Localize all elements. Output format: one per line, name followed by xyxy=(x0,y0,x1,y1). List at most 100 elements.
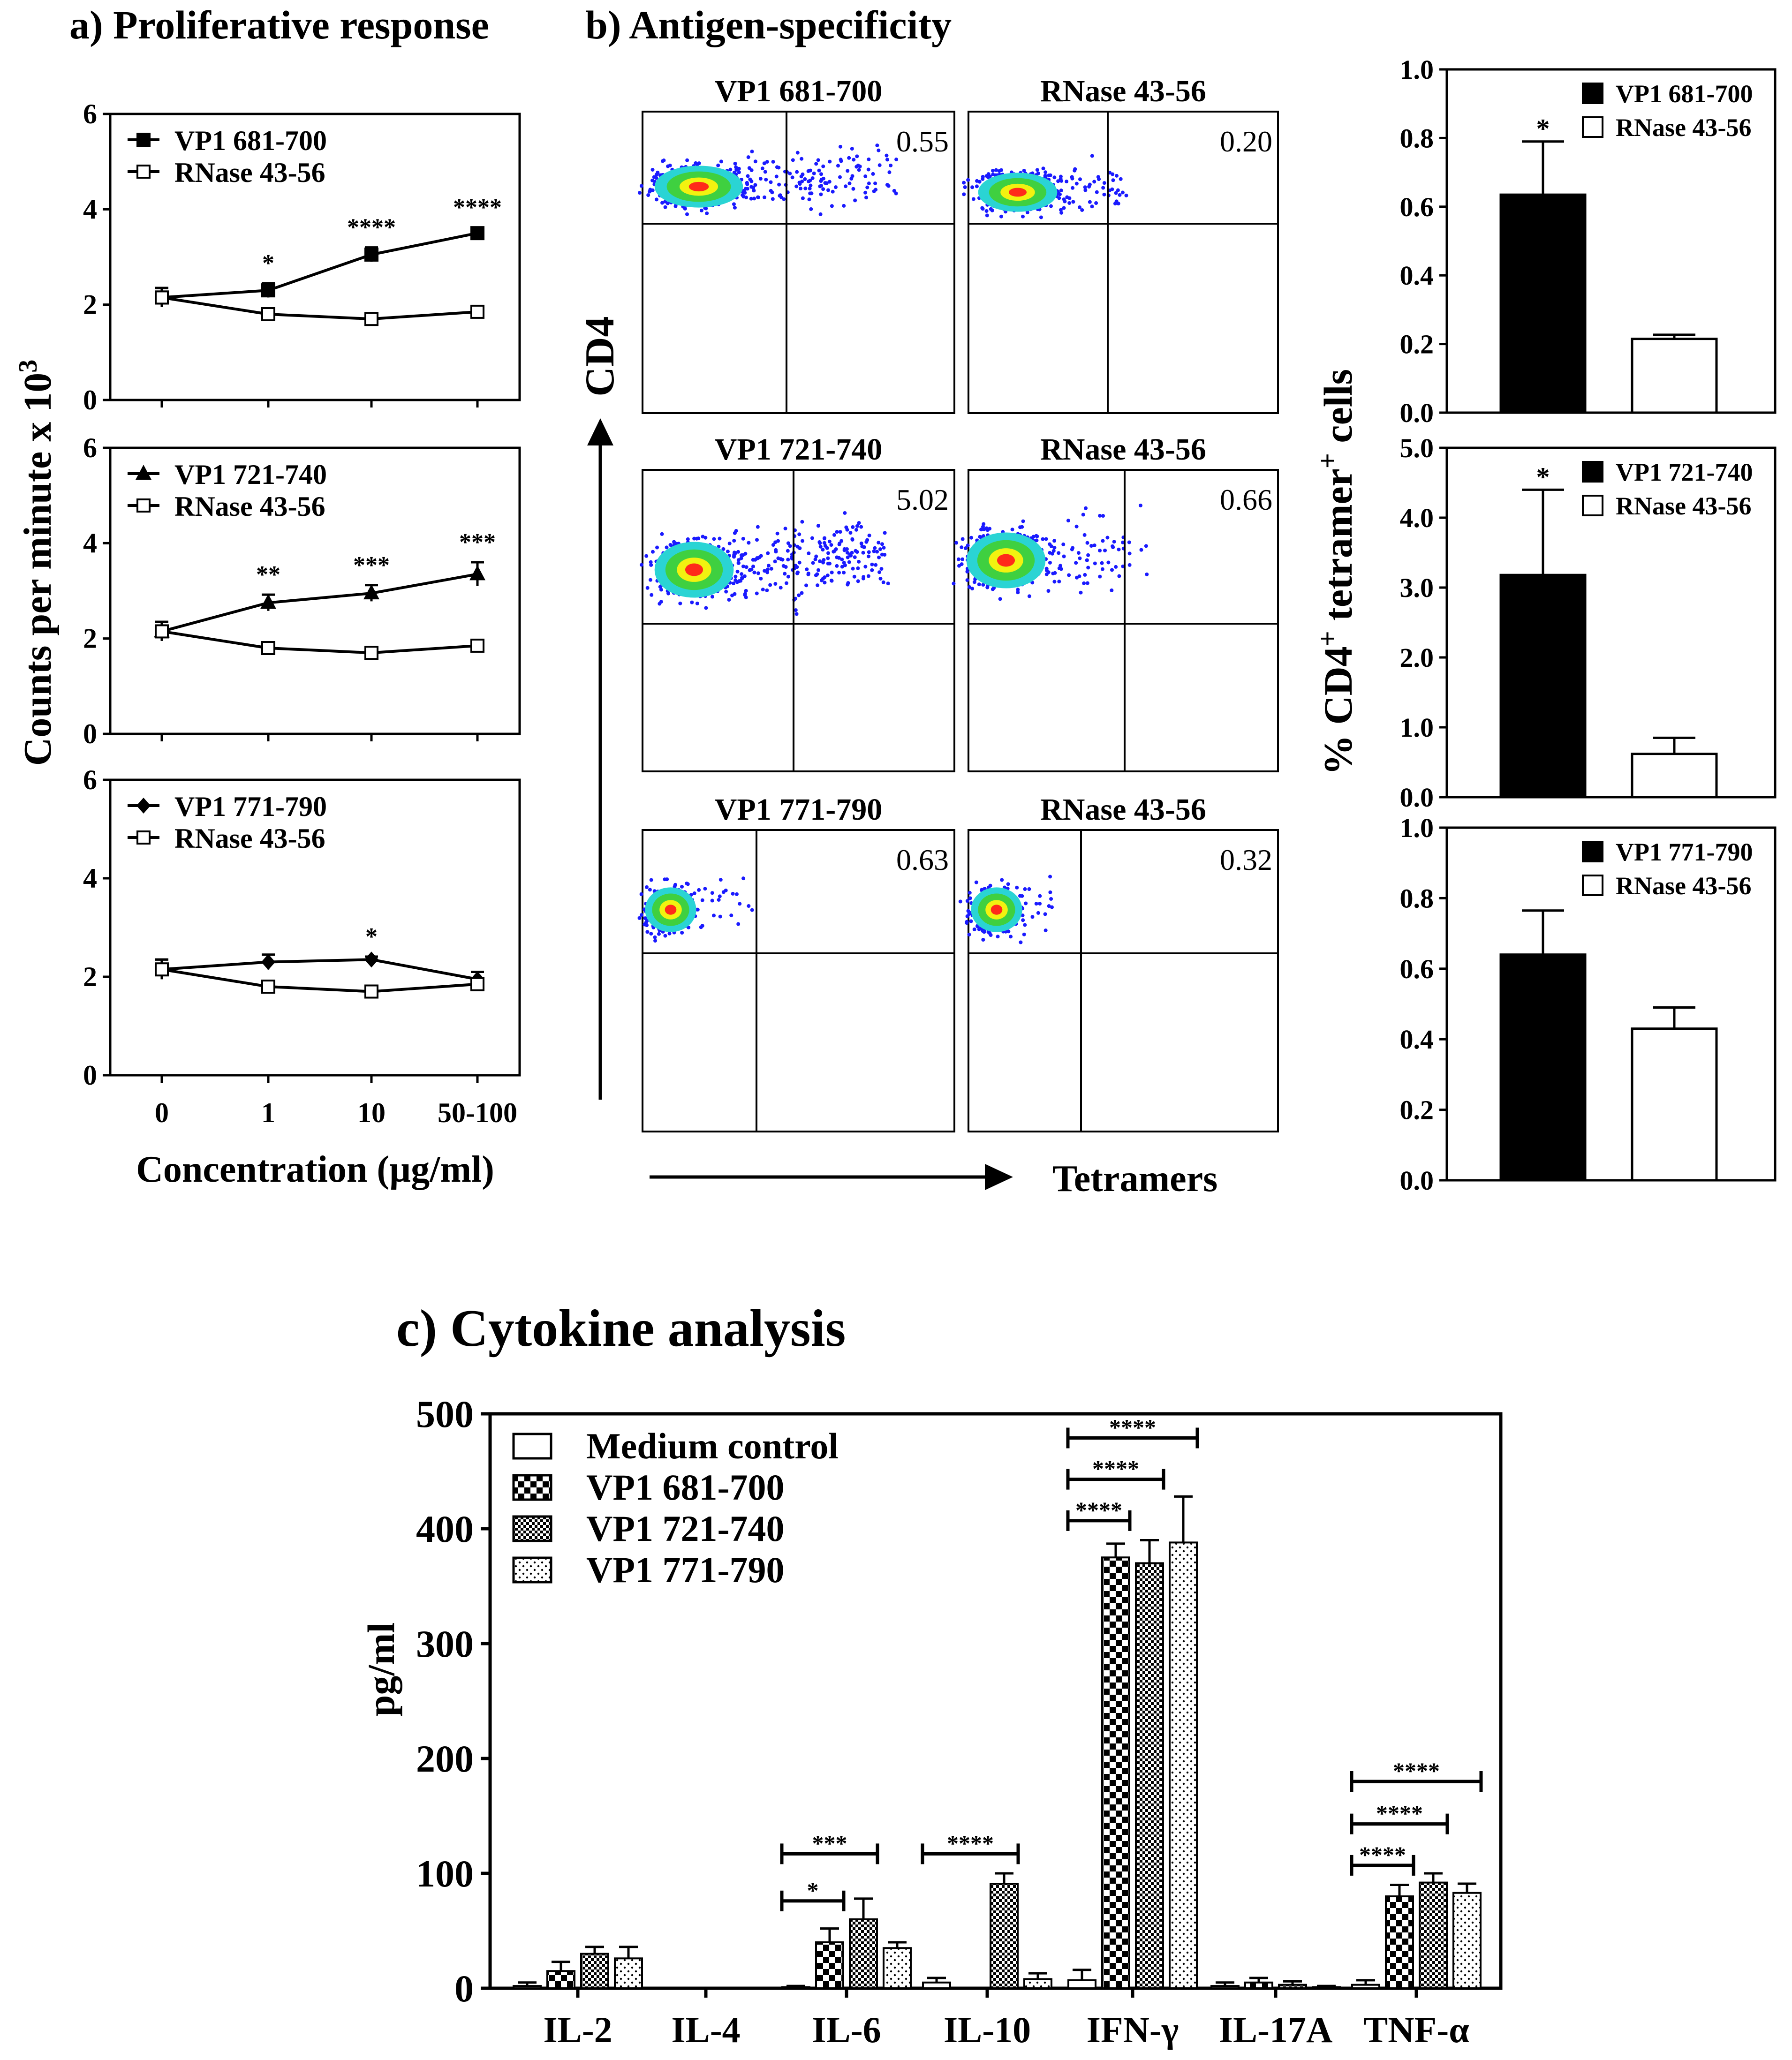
marker-filled-triangle xyxy=(136,465,151,480)
marker-open-square xyxy=(261,307,275,321)
event-dot xyxy=(703,536,708,540)
event-dot xyxy=(678,601,682,605)
event-dot xyxy=(965,578,969,582)
event-dot xyxy=(645,586,650,590)
y-tick-label: 6 xyxy=(83,764,97,795)
event-dot xyxy=(894,158,899,162)
event-dot xyxy=(1077,574,1081,578)
y-tick-label: 0.4 xyxy=(1400,1024,1434,1055)
event-dot xyxy=(658,585,662,589)
event-dot xyxy=(1078,177,1082,181)
event-dot xyxy=(883,531,887,535)
event-dot xyxy=(696,536,701,541)
event-dot xyxy=(1100,567,1104,571)
flow-plot-frame xyxy=(642,829,955,1132)
event-dot xyxy=(960,562,964,566)
bar xyxy=(1101,1556,1130,1989)
x-tick-label: IL-2 xyxy=(543,2009,612,2050)
event-dot xyxy=(773,559,777,564)
event-dot xyxy=(750,908,754,912)
event-dot xyxy=(1086,553,1090,557)
event-dot xyxy=(960,557,965,561)
flow-plot: RNase 43-56 0.66 xyxy=(952,432,1279,772)
legend-label: VP1 721-740 xyxy=(1616,458,1753,486)
event-dot xyxy=(777,182,781,187)
event-dot xyxy=(749,196,753,201)
event-dot xyxy=(819,184,824,188)
event-dot xyxy=(774,174,779,179)
event-dot xyxy=(832,549,837,553)
event-dot xyxy=(648,578,652,582)
event-dot xyxy=(991,168,995,173)
event-dot xyxy=(1110,568,1114,572)
event-dot xyxy=(881,580,885,584)
event-dot xyxy=(816,583,820,588)
event-dot xyxy=(979,528,983,532)
marker-open-square xyxy=(155,962,169,977)
event-dot xyxy=(981,525,985,529)
event-dot xyxy=(872,549,876,553)
event-dot xyxy=(811,561,815,565)
event-dot xyxy=(712,537,716,541)
event-dot xyxy=(783,527,787,531)
event-dot xyxy=(733,205,737,210)
event-dot xyxy=(863,174,868,178)
event-dot xyxy=(1093,561,1097,566)
event-dot xyxy=(1077,205,1081,209)
event-dot xyxy=(845,551,849,555)
event-dot xyxy=(1056,191,1060,195)
event-dot xyxy=(756,556,760,560)
event-dot xyxy=(856,566,860,570)
event-dot xyxy=(640,913,644,917)
event-dot xyxy=(659,588,663,592)
event-dot xyxy=(971,197,975,201)
event-dot xyxy=(769,566,773,571)
event-dot xyxy=(1073,167,1077,171)
event-dot xyxy=(885,153,889,158)
event-dot xyxy=(810,176,815,180)
event-dot xyxy=(809,183,813,188)
event-dot xyxy=(1138,503,1142,507)
event-dot xyxy=(835,564,839,568)
event-dot xyxy=(837,571,841,575)
marker-filled-square xyxy=(470,226,484,241)
event-dot xyxy=(1067,573,1071,577)
event-dot xyxy=(1103,548,1107,552)
event-dot xyxy=(886,184,891,188)
event-dot xyxy=(1035,168,1039,172)
event-dot xyxy=(817,568,821,572)
event-dot xyxy=(724,589,728,594)
event-dot xyxy=(1111,178,1115,182)
event-dot xyxy=(842,204,846,208)
event-dot xyxy=(773,540,778,544)
bar xyxy=(1631,338,1718,414)
event-dot xyxy=(686,537,690,541)
event-dot xyxy=(1051,571,1055,575)
event-dot xyxy=(732,170,736,174)
event-dot xyxy=(1118,193,1122,197)
marker-open-square xyxy=(136,830,151,845)
event-dot xyxy=(846,555,850,559)
event-dot xyxy=(996,935,1000,939)
event-dot xyxy=(867,554,871,558)
bar xyxy=(1385,1895,1414,1989)
x-tick-label: 0 xyxy=(155,1097,169,1128)
legend-swatch xyxy=(1582,116,1603,138)
event-dot xyxy=(1059,208,1063,212)
event-dot xyxy=(744,196,748,200)
event-dot xyxy=(875,143,879,148)
event-dot xyxy=(745,182,749,186)
event-dot xyxy=(773,582,778,586)
event-dot xyxy=(809,207,813,211)
event-dot xyxy=(854,549,858,553)
event-dot xyxy=(806,571,810,575)
event-dot xyxy=(1025,210,1029,214)
event-dot xyxy=(1048,173,1052,177)
marker-open-square xyxy=(364,312,378,326)
event-dot xyxy=(733,578,738,582)
event-dot xyxy=(743,593,747,597)
event-dot xyxy=(982,534,986,538)
marker-open-square xyxy=(155,290,169,305)
event-dot xyxy=(685,212,689,216)
